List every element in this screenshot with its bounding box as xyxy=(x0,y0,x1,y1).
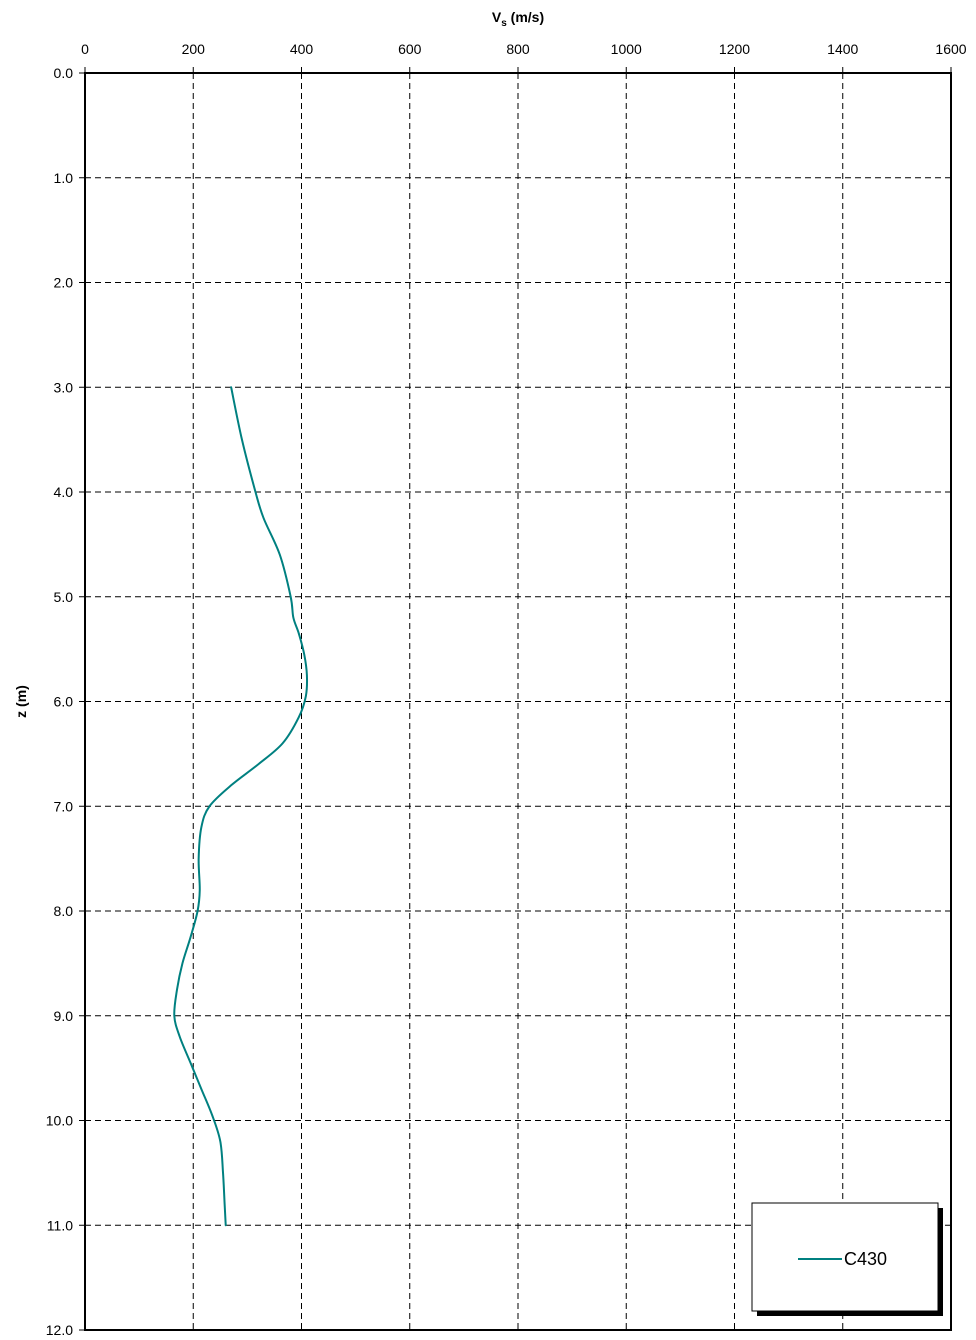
y-axis-title: z (m) xyxy=(13,685,29,718)
y-tick-label: 2.0 xyxy=(54,275,74,291)
x-tick-label: 800 xyxy=(506,41,530,57)
x-axis-title: Vs (m/s) xyxy=(492,9,544,29)
x-axis-title-main: V xyxy=(492,9,502,25)
grid xyxy=(85,73,951,1330)
legend-box xyxy=(751,1202,939,1312)
y-tick-label: 11.0 xyxy=(47,1217,73,1233)
series-line-c430 xyxy=(173,386,309,1227)
x-tick-label: 1600 xyxy=(935,41,966,57)
x-tick-label: 1400 xyxy=(827,41,858,57)
y-tick-label: 8.0 xyxy=(54,903,74,919)
y-tick-label: 0.0 xyxy=(54,65,74,81)
y-tick-label: 7.0 xyxy=(54,798,74,814)
x-axis-title-subscript: s xyxy=(501,18,507,29)
x-tick-label: 600 xyxy=(398,41,422,57)
x-axis-ticks: 0 200 400 600 800 1000 1200 1400 1600 xyxy=(81,41,967,73)
x-tick-label: 400 xyxy=(290,41,314,57)
series xyxy=(173,386,309,1227)
legend-label-c430: C430 xyxy=(844,1249,887,1269)
y-tick-label: 1.0 xyxy=(54,170,74,186)
legend: C430 xyxy=(751,1202,943,1316)
x-tick-label: 1200 xyxy=(719,41,750,57)
y-tick-label: 10.0 xyxy=(46,1113,73,1129)
y-tick-label: 9.0 xyxy=(54,1008,74,1024)
y-tick-label: 4.0 xyxy=(54,484,74,500)
y-tick-label: 6.0 xyxy=(54,694,74,710)
x-tick-label: 200 xyxy=(182,41,206,57)
y-tick-label: 5.0 xyxy=(54,589,74,605)
y-tick-label: 12.0 xyxy=(46,1322,73,1338)
x-tick-label: 0 xyxy=(81,41,89,57)
y-tick-label: 3.0 xyxy=(54,379,74,395)
x-axis-title-unit: (m/s) xyxy=(507,9,544,25)
y-axis-ticks: 0.0 1.0 2.0 3.0 4.0 5.0 6.0 7.0 8.0 9.0 10.0 11.0 12… xyxy=(46,65,85,1338)
x-tick-label: 1000 xyxy=(611,41,642,57)
